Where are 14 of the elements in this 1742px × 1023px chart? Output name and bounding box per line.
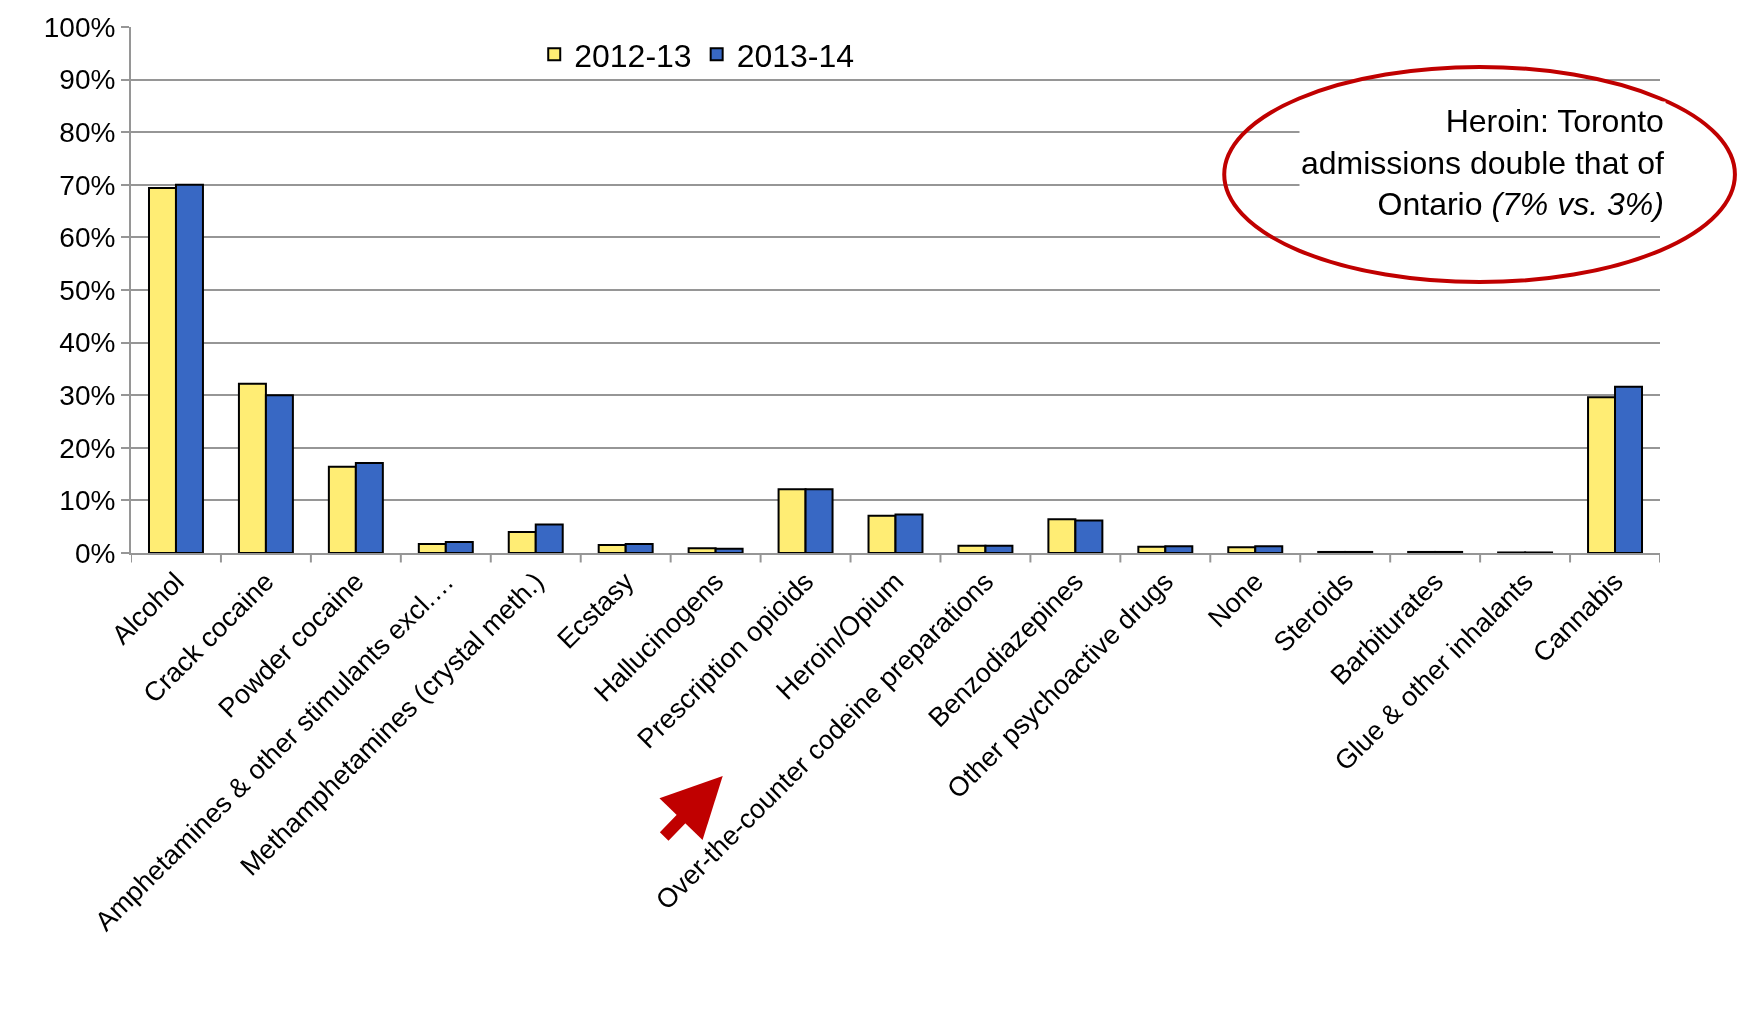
y-tick-label: 60%: [59, 222, 116, 254]
y-tick-label: 20%: [59, 432, 116, 464]
y-tick-label: 70%: [59, 169, 116, 201]
y-tick-label: 40%: [59, 327, 116, 359]
legend-label: 2013-14: [736, 37, 855, 74]
legend-label: 2012-13: [574, 37, 692, 74]
y-tick-label: 10%: [59, 485, 116, 517]
y-tick-label: 30%: [59, 380, 116, 411]
annotation: Heroin: Toronto admissions double that of Ontario (7% vs. 3%): [1301, 103, 1664, 223]
y-tick-label: 0%: [74, 537, 116, 569]
y-tick-label: 50%: [59, 274, 116, 306]
y-tick-label: 100%: [43, 11, 116, 43]
y-tick-label: 90%: [59, 64, 116, 96]
y-tick-label: 80%: [59, 117, 116, 148]
